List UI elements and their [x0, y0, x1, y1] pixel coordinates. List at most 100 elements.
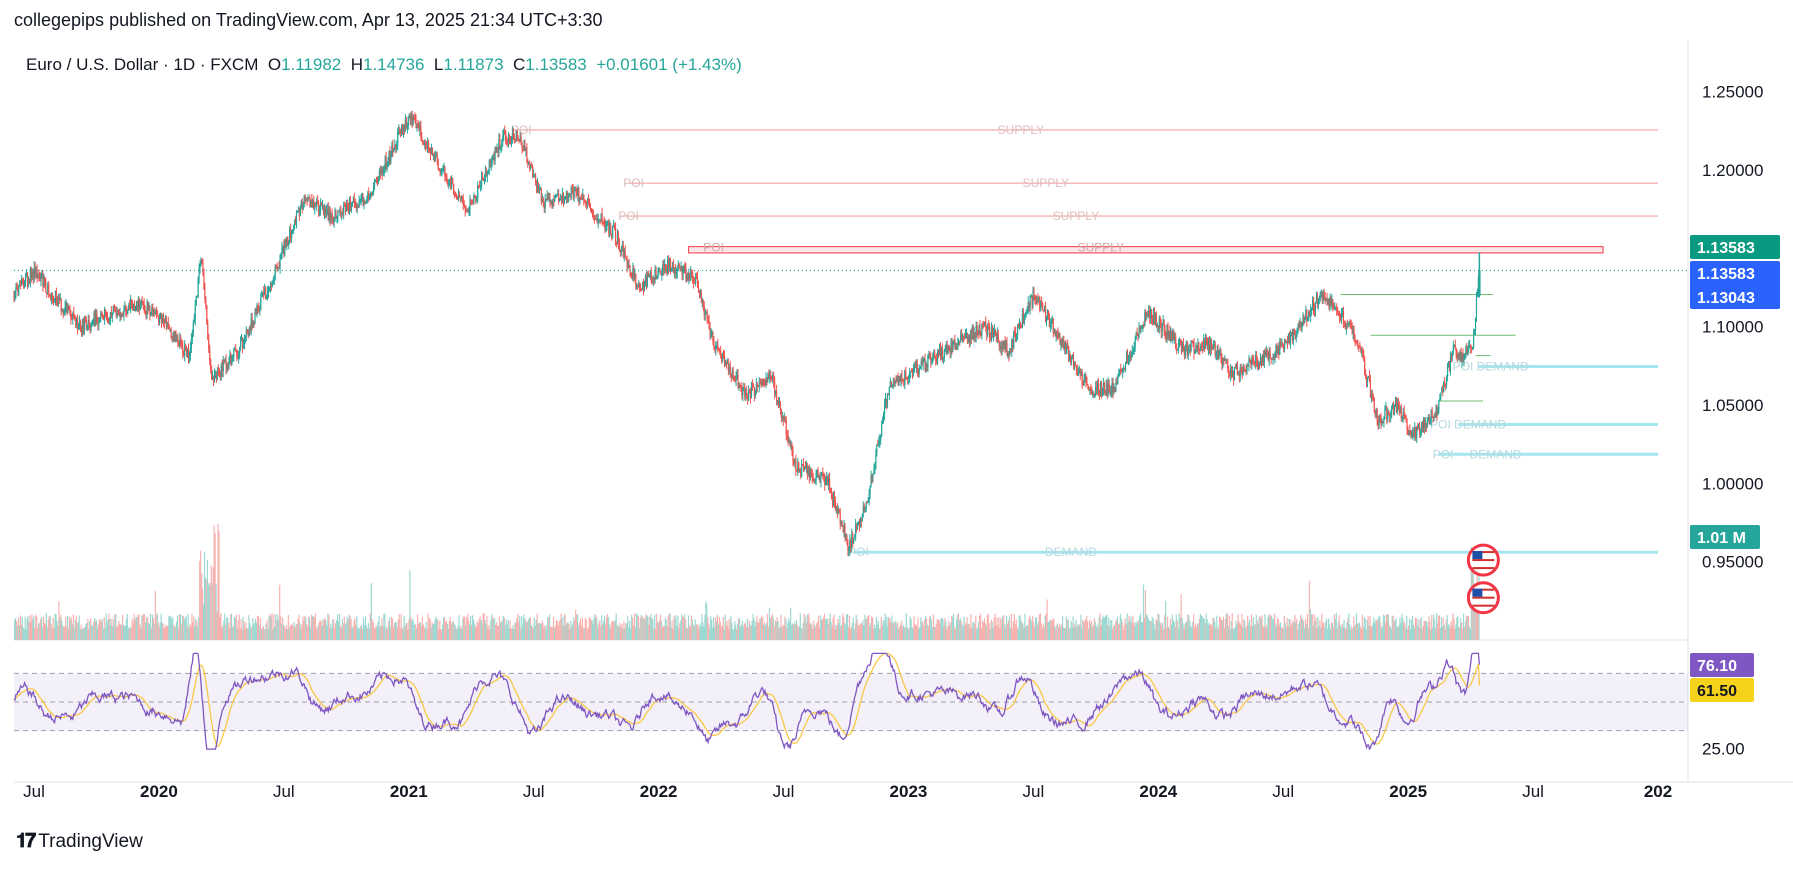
volume-bar	[281, 623, 283, 640]
candle-body	[1454, 344, 1456, 348]
candle-body	[555, 195, 557, 197]
candle-body	[681, 267, 683, 275]
volume-bar	[907, 628, 909, 640]
volume-bar	[372, 621, 374, 640]
candle-body	[1392, 404, 1394, 408]
volume-bar	[1434, 619, 1436, 640]
candle-body	[1312, 300, 1315, 309]
volume-bar	[1178, 613, 1180, 640]
volume-bar	[1366, 620, 1368, 640]
volume-bar	[1127, 622, 1129, 640]
candle-body	[1407, 430, 1409, 432]
candle-body	[573, 190, 575, 197]
volume-bar	[650, 613, 652, 640]
volume-bar	[1357, 624, 1360, 640]
volume-bar	[455, 628, 457, 640]
candle-body	[313, 200, 315, 209]
volume-bar	[1411, 616, 1414, 640]
candle-body	[899, 376, 901, 382]
candle-body	[936, 359, 938, 363]
candle-body	[561, 192, 564, 201]
us-flag-event-icon[interactable]	[1466, 581, 1500, 615]
volume-bar	[1111, 620, 1113, 640]
candle-body	[663, 264, 665, 270]
candle-body	[746, 392, 748, 396]
volume-bar	[912, 628, 914, 640]
volume-bar	[436, 618, 438, 640]
volume-bar	[1101, 619, 1103, 640]
candle-body	[661, 272, 663, 276]
candle-body	[38, 274, 40, 277]
candle-body	[571, 188, 573, 190]
volume-bar	[465, 625, 467, 640]
candle-body	[1380, 418, 1382, 425]
candle-body	[1056, 332, 1058, 334]
candle-body	[874, 466, 876, 470]
volume-bar	[1340, 627, 1342, 640]
candle-body	[833, 496, 836, 503]
volume-bar	[98, 619, 101, 640]
volume-bar	[745, 626, 747, 640]
candle-body	[166, 322, 168, 328]
volume-bar	[670, 627, 672, 640]
volume-bar	[1048, 621, 1050, 640]
volume-bar	[879, 628, 881, 640]
candle-body	[983, 324, 985, 327]
candle-body	[101, 313, 103, 316]
candle-body	[1004, 340, 1006, 348]
volume-bar	[552, 616, 555, 640]
candle-body	[845, 535, 847, 538]
volume-bar	[535, 619, 537, 640]
volume-bar	[898, 628, 900, 640]
candle-body	[1015, 332, 1017, 341]
candle-body	[828, 478, 830, 485]
candle-body	[1043, 307, 1046, 311]
candle-body	[333, 217, 335, 222]
volume-bar	[1343, 619, 1345, 640]
candle-body	[411, 115, 413, 125]
volume-bar	[691, 619, 693, 640]
volume-bar	[682, 616, 684, 640]
volume-bar	[1385, 614, 1388, 640]
volume-bar	[1392, 615, 1394, 640]
candle-body	[1197, 342, 1199, 350]
candle-body	[1386, 407, 1388, 420]
candle-body	[451, 177, 453, 189]
volume-bar	[734, 621, 736, 640]
candle-body	[718, 349, 720, 351]
volume-bar	[903, 627, 906, 640]
volume-bar	[1060, 627, 1062, 640]
volume-bar	[716, 615, 719, 640]
candle-body	[1183, 349, 1185, 356]
volume-bar	[340, 628, 343, 640]
volume-bar	[1028, 619, 1030, 640]
candle-body	[1138, 327, 1140, 337]
candle-body	[937, 351, 940, 355]
volume-bar	[681, 614, 683, 640]
volume-bar	[781, 627, 783, 640]
volume-bar	[1181, 617, 1183, 640]
volume-bar	[373, 627, 375, 640]
volume-bar	[653, 629, 655, 640]
candle-body	[160, 313, 163, 323]
volume-bar	[91, 624, 93, 640]
candle-body	[981, 323, 983, 335]
volume-bar	[1379, 615, 1381, 640]
candle-body	[645, 276, 648, 286]
us-flag-event-icon[interactable]	[1466, 543, 1500, 577]
candle-body	[1098, 390, 1101, 395]
volume-bar	[1436, 623, 1439, 640]
volume-bar	[921, 621, 923, 640]
volume-bar	[848, 615, 851, 640]
candle-body	[1293, 328, 1295, 335]
volume-bar	[816, 623, 818, 640]
tradingview-brand[interactable]: 𝟏𝟕 TradingView	[16, 830, 143, 853]
volume-bar	[234, 617, 236, 640]
candle-body	[344, 204, 346, 206]
volume-bar	[678, 627, 680, 640]
publish-line: collegepips published on TradingView.com…	[14, 10, 603, 30]
candle-body	[493, 157, 495, 161]
candle-body	[1318, 296, 1320, 299]
candle-body	[1235, 366, 1238, 369]
